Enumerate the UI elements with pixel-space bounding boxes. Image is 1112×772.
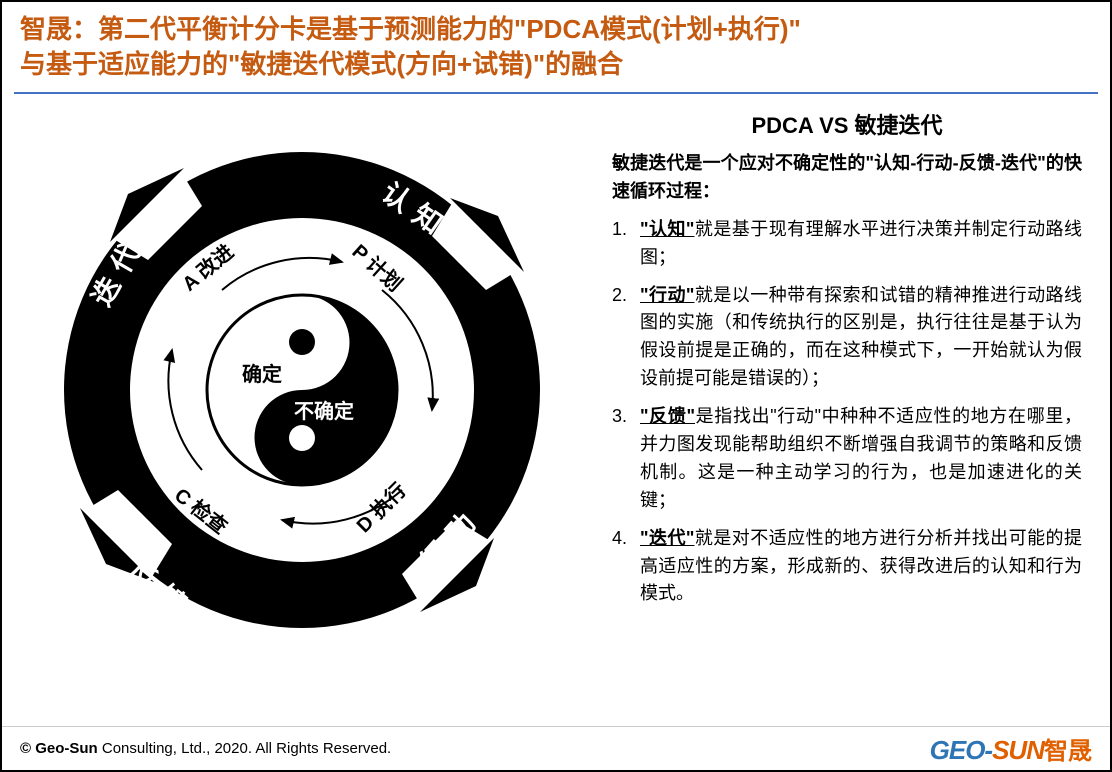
right-list: "认知"就是基于现有理解水平进行决策并制定行动路线图； "行动"就是以一种带有探… [612, 216, 1082, 609]
title-part-3: 与基于适应能力的 [20, 49, 228, 79]
title-part-1: 智晟：第二代平衡计分卡是基于预测能力的 [20, 14, 514, 44]
yin-yang-light-label: 确定 [242, 358, 282, 387]
copyright: © Geo-Sun Consulting, Ltd., 2020. All Ri… [20, 740, 391, 757]
list-item: "行动"就是以一种带有探索和试错的精神推进行动路线图的实施（和传统执行的区别是，… [612, 282, 1082, 394]
list-item: "认知"就是基于现有理解水平进行决策并制定行动路线图； [612, 216, 1082, 272]
list-item: "反馈"是指找出"行动"中种种不适应性的地方在哪里，并力图发现能帮助组织不断增强… [612, 403, 1082, 515]
title-part-2: "PDCA模式(计划+执行)" [514, 14, 801, 44]
title-rule [14, 92, 1098, 94]
slide-title: 智晟：第二代平衡计分卡是基于预测能力的"PDCA模式(计划+执行)" 与基于适应… [2, 2, 1110, 88]
right-lead: 敏捷迭代是一个应对不确定性的"认知-行动-反馈-迭代"的快速循环过程： [612, 150, 1082, 206]
logo: GEO-SUN智晟 [930, 731, 1092, 766]
cycle-diagram: 认知 行动 反馈 迭代 P 计划 D 执行 C 检查 A 改进 确定 不确定 [2, 100, 602, 724]
footer: © Geo-Sun Consulting, Ltd., 2020. All Ri… [2, 726, 1110, 770]
yin-yang-icon [207, 295, 397, 485]
title-part-5: 的融合 [545, 49, 623, 79]
right-heading: PDCA VS 敏捷迭代 [612, 108, 1082, 140]
explanation-panel: PDCA VS 敏捷迭代 敏捷迭代是一个应对不确定性的"认知-行动-反馈-迭代"… [602, 100, 1110, 724]
yin-yang-dark-label: 不确定 [294, 395, 354, 424]
title-part-4: "敏捷迭代模式(方向+试错)" [228, 49, 545, 79]
list-item: "迭代"就是对不适应性的地方进行分析并找出可能的提高适应性的方案，形成新的、获得… [612, 525, 1082, 609]
